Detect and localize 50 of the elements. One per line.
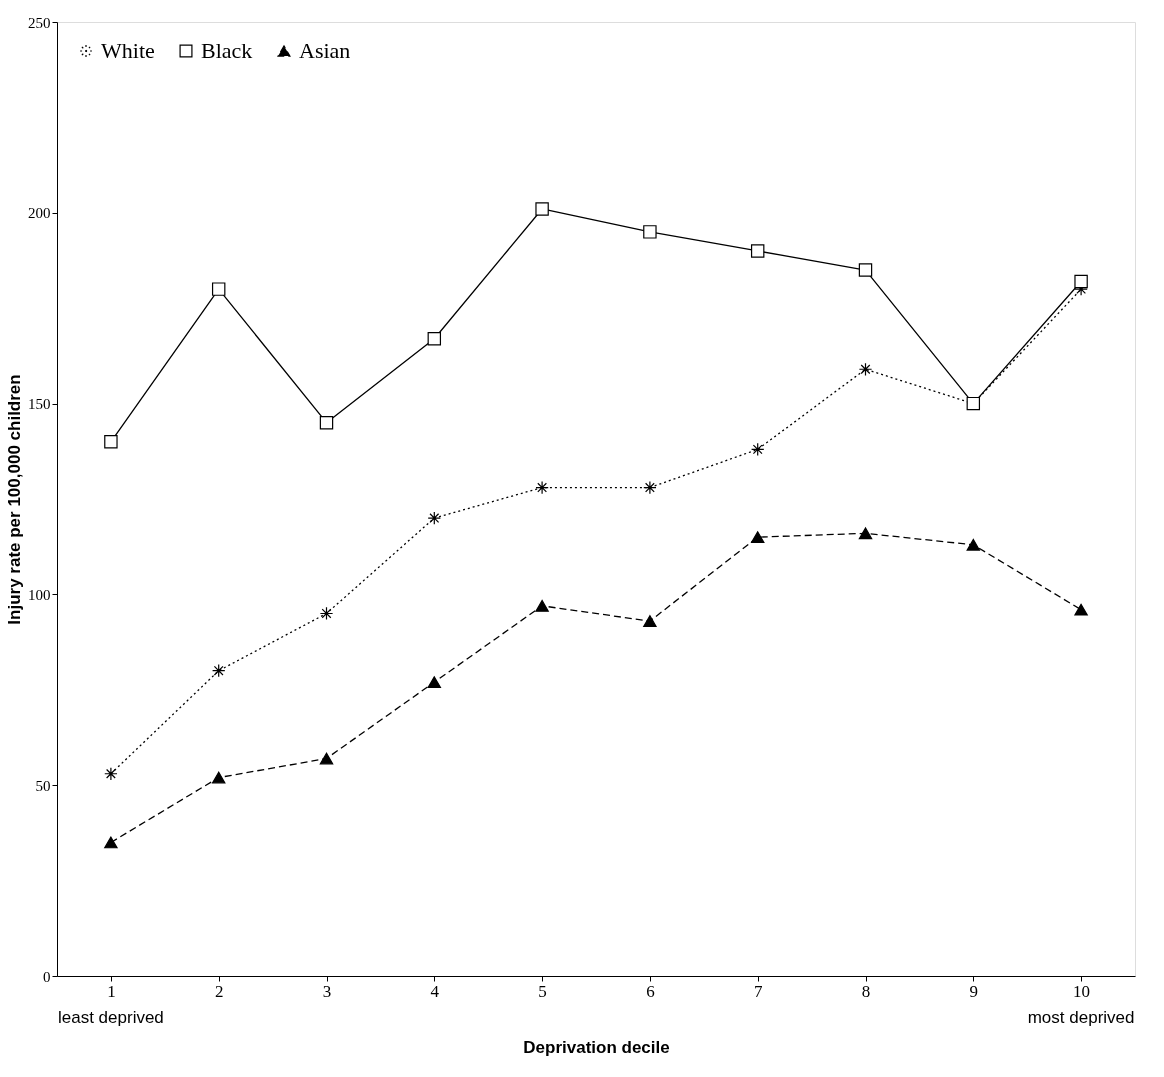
x-tick-label: 9 (969, 981, 979, 1001)
point (104, 836, 118, 849)
point (427, 511, 442, 525)
point (211, 282, 226, 296)
point (643, 480, 657, 495)
x-tick-label: 6 (646, 981, 655, 1001)
x-tick-label: 8 (861, 981, 871, 1001)
text: most deprived (1027, 1008, 1135, 1027)
point (1074, 603, 1088, 616)
y-tick-label: 250 (28, 14, 51, 31)
y-tick-label: 0 (43, 968, 51, 985)
point (211, 771, 226, 784)
x-tick-label: 4 (430, 981, 440, 1001)
point (1074, 274, 1088, 289)
x-tick-label: 1 (107, 981, 116, 1001)
legend-label: Asian (299, 38, 351, 63)
y-axis-title: Injury rate per 100,000 children (5, 374, 24, 625)
point (858, 263, 873, 277)
x-tick-label: 7 (753, 981, 763, 1001)
point (535, 599, 549, 612)
point (643, 615, 657, 628)
x-axis-title: Deprivation decile (523, 1037, 670, 1057)
x-tick-label: 5 (538, 981, 547, 1001)
point (535, 480, 549, 495)
legend-label: White (101, 38, 155, 63)
point (211, 664, 226, 678)
x-tick-label: 2 (214, 981, 224, 1001)
point (750, 244, 765, 258)
point (750, 442, 765, 457)
point (858, 362, 873, 376)
y-tick-label: 200 (28, 205, 51, 222)
point (319, 415, 334, 430)
point (104, 767, 118, 781)
y-tick-label: 100 (28, 586, 51, 603)
text: least deprived (57, 1008, 164, 1027)
point (535, 202, 549, 216)
point (643, 225, 657, 239)
x-tick-label: 10 (1073, 981, 1091, 1001)
point (319, 752, 334, 765)
point (966, 538, 981, 551)
point (319, 606, 334, 621)
point (427, 332, 442, 346)
x-tick-label: 3 (322, 981, 332, 1001)
point (104, 435, 118, 449)
point (858, 527, 873, 540)
y-tick-label: 50 (35, 777, 51, 794)
legend-label: Black (201, 38, 253, 63)
point (427, 676, 442, 689)
y-tick-label: 150 (28, 396, 51, 413)
point (750, 531, 765, 544)
